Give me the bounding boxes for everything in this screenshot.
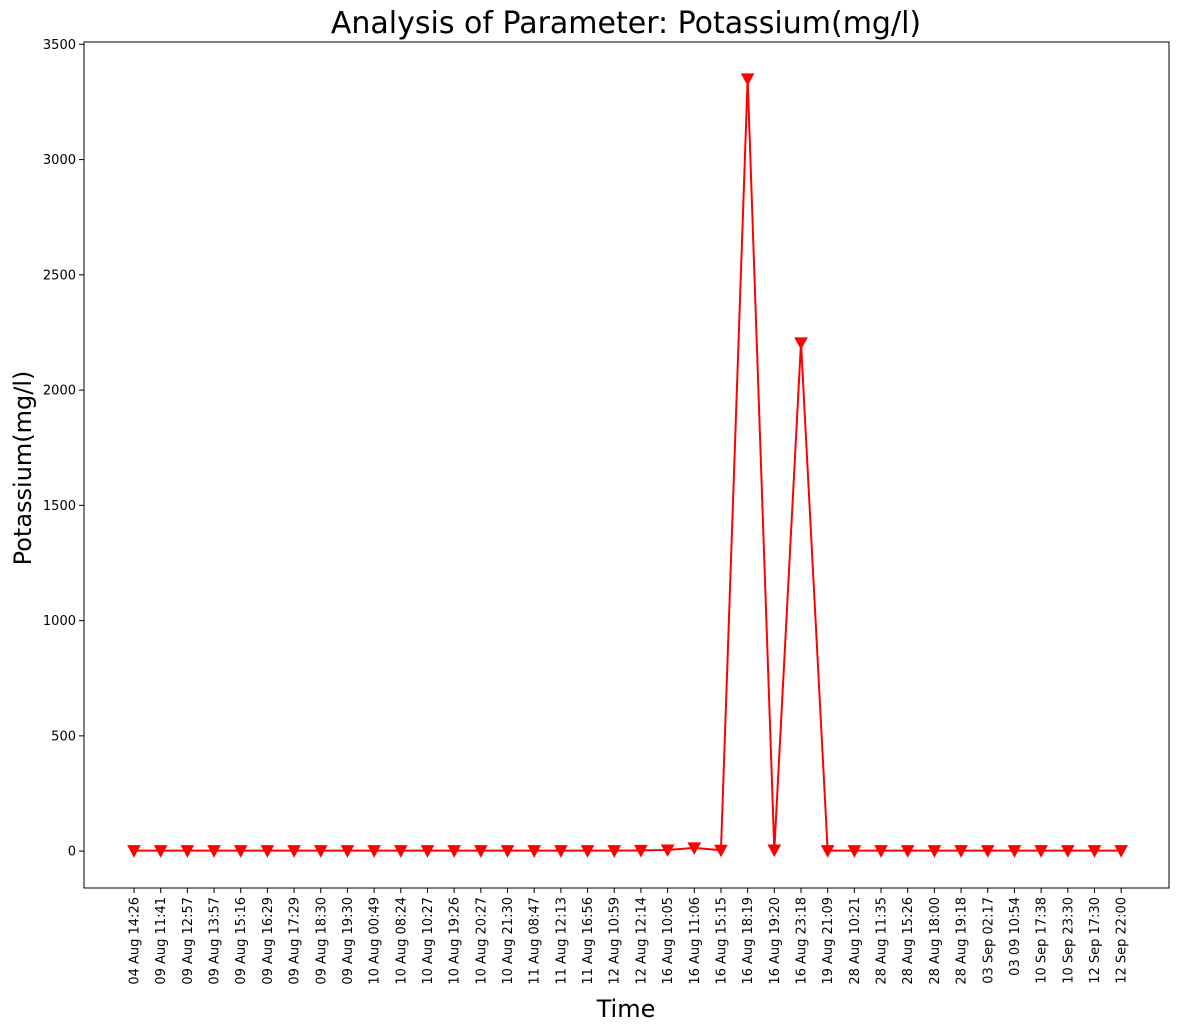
data-point-marker — [740, 73, 755, 86]
data-point-marker — [1087, 845, 1102, 858]
x-tick-label: 28 Aug 19:18 — [955, 897, 970, 985]
x-tick-label: 10 Aug 08:24 — [394, 897, 409, 985]
x-tick-label: 10 Aug 10:27 — [421, 897, 436, 985]
data-point-marker — [767, 844, 782, 858]
x-tick-label: 11 Aug 16:56 — [581, 897, 596, 985]
data-point-marker — [180, 845, 195, 858]
x-tick-label: 16 Aug 18:19 — [741, 897, 756, 985]
data-point-marker — [554, 845, 568, 858]
x-axis: 04 Aug 14:26 09 Aug 11:41 09 Aug 12:57 09 A… — [128, 888, 1130, 985]
x-tick-label: 28 Aug 15:26 — [901, 897, 916, 985]
x-tick-label: 09 Aug 13:57 — [208, 897, 223, 985]
data-point-marker — [660, 844, 675, 858]
x-axis-label: Time — [596, 995, 656, 1023]
chart-title: Analysis of Parameter: Potassium(mg/l) — [331, 6, 921, 41]
x-tick-label: 11 Aug 08:47 — [528, 897, 543, 985]
y-tick-label: 1500 — [43, 499, 76, 514]
x-tick-label: 12 Sep 22:00 — [1115, 897, 1130, 984]
x-tick-label: 10 Aug 19:26 — [448, 897, 463, 985]
x-tick-label: 09 Aug 11:41 — [154, 897, 169, 985]
y-tick-label: 500 — [51, 729, 76, 744]
plot-area-frame — [83, 41, 1170, 889]
x-tick-label: 10 Sep 17:38 — [1035, 897, 1050, 984]
x-tick-label: 09 Aug 15:16 — [234, 897, 249, 985]
data-point-marker — [393, 845, 408, 858]
x-tick-label: 28 Aug 10:21 — [848, 897, 863, 985]
x-tick-label: 10 Aug 20:27 — [474, 897, 489, 985]
y-tick-label: 3500 — [43, 38, 76, 53]
data-point-marker — [473, 845, 488, 858]
x-tick-label: 11 Aug 12:13 — [554, 897, 569, 985]
data-point-marker — [260, 845, 275, 858]
x-tick-label: 10 Sep 23:30 — [1061, 897, 1076, 984]
data-point-marker — [527, 845, 542, 858]
data-point-marker — [500, 845, 515, 858]
data-point-marker — [1060, 845, 1075, 858]
data-point-marker — [367, 845, 381, 858]
y-tick-label: 1000 — [43, 614, 76, 629]
data-point-marker — [847, 845, 862, 858]
x-tick-label: 10 Aug 21:30 — [501, 897, 516, 985]
data-point-marker — [820, 845, 835, 858]
data-point-marker — [900, 845, 915, 858]
data-point-marker — [954, 845, 968, 858]
data-point-marker — [874, 845, 888, 858]
data-point-marker — [313, 845, 328, 858]
data-point-marker — [127, 845, 141, 858]
data-point-marker — [687, 842, 702, 855]
x-tick-label: 10 Aug 00:49 — [368, 897, 383, 985]
x-tick-label: 12 Aug 12:14 — [634, 897, 649, 985]
x-tick-label: 09 Aug 16:29 — [261, 897, 276, 985]
data-point-marker — [447, 845, 462, 858]
data-point-marker — [980, 845, 995, 858]
data-point-marker — [287, 845, 301, 858]
data-markers — [127, 73, 1129, 858]
x-tick-label: 03 Sep 02:17 — [981, 897, 996, 984]
data-point-marker — [607, 845, 622, 858]
data-point-marker — [714, 844, 728, 858]
x-tick-label: 04 Aug 14:26 — [128, 897, 143, 985]
data-point-marker — [340, 845, 355, 858]
x-tick-label: 16 Aug 10:05 — [661, 897, 676, 985]
x-tick-label: 16 Aug 15:15 — [714, 897, 729, 985]
y-axis-label: Potassium(mg/l) — [9, 371, 37, 566]
y-tick-label: 3000 — [43, 153, 76, 168]
data-point-marker — [1007, 845, 1022, 858]
x-tick-label: 19 Aug 21:09 — [821, 897, 836, 985]
y-axis: 0 500 1000 1500 2000 2500 3000 3500 — [43, 38, 84, 860]
x-tick-label: 12 Sep 17:30 — [1088, 897, 1103, 984]
data-point-marker — [420, 845, 435, 858]
y-tick-label: 2500 — [43, 268, 76, 283]
data-point-marker — [580, 845, 595, 858]
data-point-marker — [153, 845, 168, 858]
data-point-marker — [1034, 845, 1048, 858]
data-point-marker — [927, 845, 942, 858]
x-tick-label: 16 Aug 19:20 — [768, 897, 783, 985]
y-tick-label: 0 — [68, 845, 76, 860]
x-tick-label: 28 Aug 18:00 — [928, 897, 943, 985]
x-tick-label: 09 Aug 19:30 — [341, 897, 356, 985]
data-point-marker — [794, 337, 808, 350]
y-tick-label: 2000 — [43, 384, 76, 399]
x-tick-label: 12 Aug 10:59 — [608, 897, 623, 985]
x-tick-label: 28 Aug 11:35 — [875, 897, 890, 985]
series-line — [134, 77, 1122, 852]
x-tick-label: 16 Aug 11:06 — [688, 897, 703, 985]
data-point-marker — [233, 845, 248, 858]
data-point-marker — [207, 845, 221, 858]
data-point-marker — [634, 844, 648, 858]
x-tick-label: 09 Aug 18:30 — [314, 897, 329, 985]
x-tick-label: 09 Aug 12:57 — [181, 897, 196, 985]
x-tick-label: 09 Aug 17:29 — [288, 897, 303, 985]
x-tick-label: 03 09 10:54 — [1008, 897, 1023, 976]
x-tick-label: 16 Aug 23:18 — [795, 897, 810, 985]
data-point-marker — [1114, 845, 1129, 858]
